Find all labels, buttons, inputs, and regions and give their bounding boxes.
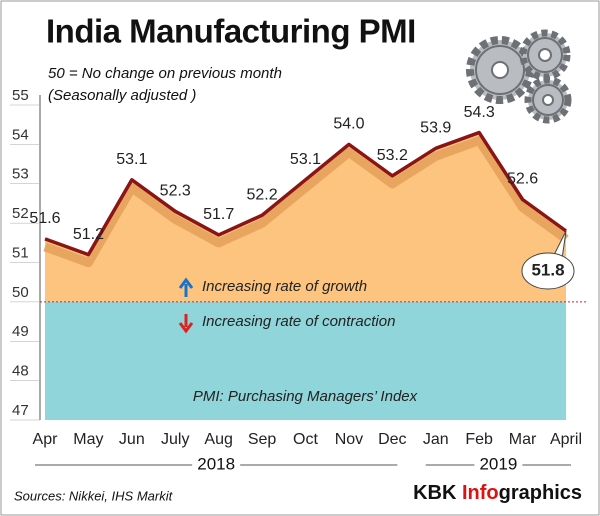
- value-label: 54.3: [464, 104, 495, 121]
- y-tick-label: 55: [12, 87, 29, 104]
- brand: KBK Infographics: [413, 482, 582, 504]
- brand-part: graphics: [499, 482, 582, 504]
- x-tick-label: July: [161, 431, 189, 448]
- y-tick-label: 47: [12, 402, 29, 419]
- annotation: Increasing rate of growth: [202, 278, 367, 295]
- x-tick-label: Aug: [204, 431, 232, 448]
- x-tick-label: Jun: [119, 431, 145, 448]
- y-tick-label: 48: [12, 363, 29, 380]
- value-label: 53.1: [116, 151, 147, 168]
- year-label-bg: [192, 455, 241, 475]
- y-tick-label: 53: [12, 166, 29, 183]
- down-arrow: [178, 314, 194, 334]
- value-label: 52.2: [247, 186, 278, 203]
- y-tick-label: 50: [12, 284, 29, 301]
- year-label-bg: [474, 455, 523, 475]
- value-label: 51.7: [203, 206, 234, 223]
- x-tick-label: Apr: [33, 431, 59, 448]
- y-tick-label: 52: [12, 205, 29, 222]
- year-label: 2019: [479, 454, 517, 473]
- y-tick-label: 54: [12, 126, 29, 143]
- x-tick-label: Sep: [248, 431, 277, 448]
- y-tick-label: 49: [12, 323, 29, 340]
- x-tick-label: Jan: [423, 431, 449, 448]
- value-label: 53.9: [420, 120, 451, 137]
- source: Sources: Nikkei, IHS Markit: [14, 488, 174, 503]
- subtitle: 50 = No change on previous month: [48, 65, 282, 82]
- value-label: 52.6: [507, 171, 538, 188]
- line-shadow: [43, 136, 569, 268]
- gears-icon: [466, 29, 572, 124]
- growth-area: [45, 132, 566, 302]
- value-label: 51.8: [531, 260, 564, 279]
- value-label: 53.2: [377, 147, 408, 164]
- y-tick-label: 51: [12, 244, 29, 261]
- value-label: 51.6: [29, 210, 60, 227]
- callout: [521, 252, 575, 290]
- annotation: PMI: Purchasing Managers’ Index: [193, 388, 418, 405]
- brand-part: KBK: [413, 482, 462, 504]
- x-tick-label: April: [550, 431, 582, 448]
- x-tick-label: May: [73, 431, 103, 448]
- subtitle: (Seasonally adjusted ): [48, 87, 196, 104]
- year-label: 2018: [197, 454, 235, 473]
- up-arrow: [178, 277, 194, 297]
- chart-title: India Manufacturing PMI: [46, 13, 416, 50]
- value-label: 53.1: [290, 151, 321, 168]
- annotation: Increasing rate of contraction: [202, 313, 395, 330]
- brand-part: Info: [462, 482, 499, 504]
- value-label: 52.3: [160, 183, 191, 200]
- contraction-area: [45, 301, 566, 420]
- x-tick-label: Feb: [465, 431, 493, 448]
- x-tick-label: Mar: [509, 431, 537, 448]
- x-tick-label: Dec: [378, 431, 406, 448]
- value-label: 54.0: [333, 116, 364, 133]
- x-tick-label: Nov: [335, 431, 363, 448]
- line: [44, 130, 568, 257]
- value-label: 51.2: [73, 226, 104, 243]
- x-tick-label: Oct: [293, 431, 318, 448]
